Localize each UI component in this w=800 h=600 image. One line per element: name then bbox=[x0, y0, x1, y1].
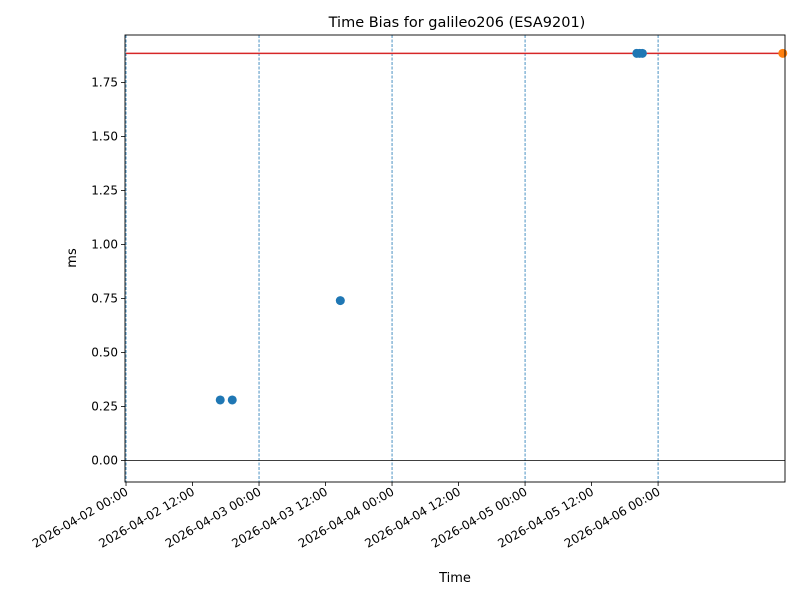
y-tick-label: 0.00 bbox=[91, 453, 118, 467]
data-point-series-2 bbox=[778, 48, 788, 58]
plot-area: 0.000.250.500.751.001.251.501.752026-04-… bbox=[30, 34, 788, 551]
y-tick-label: 0.25 bbox=[91, 399, 118, 413]
data-point-series-1 bbox=[227, 395, 237, 405]
x-axis-label: Time bbox=[438, 571, 471, 586]
chart-title: Time Bias for galileo206 (ESA9201) bbox=[328, 15, 586, 31]
data-point-series-1 bbox=[637, 48, 647, 58]
y-tick-label: 1.25 bbox=[91, 183, 118, 197]
y-tick-label: 0.75 bbox=[91, 291, 118, 305]
axes-frame bbox=[124, 34, 786, 483]
data-point-series-1 bbox=[335, 296, 345, 306]
y-axis-label: ms bbox=[65, 248, 80, 268]
y-tick-label: 1.50 bbox=[91, 129, 118, 143]
y-tick-label: 1.75 bbox=[91, 76, 118, 90]
data-point-series-1 bbox=[215, 395, 225, 405]
y-tick-label: 1.00 bbox=[91, 237, 118, 251]
y-tick-label: 0.50 bbox=[91, 345, 118, 359]
